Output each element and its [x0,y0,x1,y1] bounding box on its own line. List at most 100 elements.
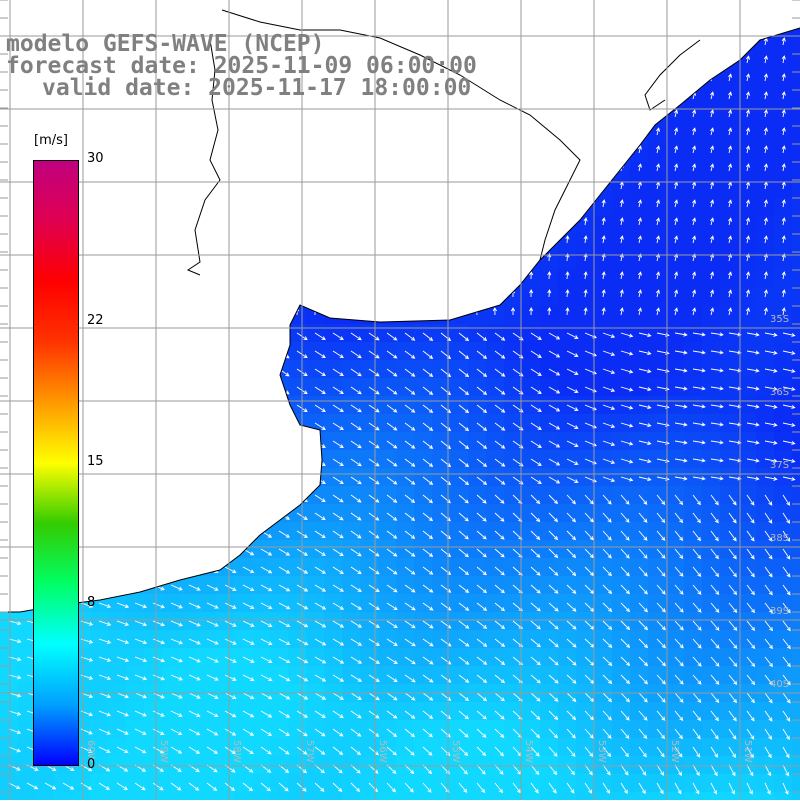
wind-arrow [224,710,237,718]
wind-arrow [692,350,706,355]
wind-arrow [620,620,631,631]
wind-arrow [728,91,733,100]
wind-arrow [746,782,753,795]
wind-arrow [566,332,579,339]
wind-arrow [638,782,646,795]
wind-arrow [530,548,541,558]
wind-arrow [98,656,112,662]
wind-arrow [494,458,506,467]
wind-arrow [674,620,684,631]
wind-arrow [494,782,503,794]
wind-arrow [655,271,661,280]
wind-arrow [494,566,505,576]
wind-arrow [386,530,398,539]
wind-arrow [188,746,201,754]
wind-arrow [692,620,702,631]
wind-cell [792,288,800,306]
wind-arrow [476,692,488,702]
wind-cell [792,306,800,324]
wind-cell [792,342,800,360]
wind-arrow [710,566,720,578]
wind-arrow [602,764,611,776]
wind-arrow [655,163,661,172]
wind-arrow [350,710,362,719]
wind-arrow [494,638,506,647]
wind-arrow [278,728,290,736]
wind-arrow [368,746,379,756]
wind-arrow [566,458,579,465]
wind-arrow [746,620,756,632]
wind-cell [792,468,800,486]
wind-arrow [602,710,612,721]
wind-arrow [674,109,679,118]
wind-arrow [638,638,649,649]
wind-arrow [782,674,791,686]
wind-arrow [782,458,796,463]
wind-arrow [98,602,112,608]
wind-cell [486,792,504,804]
wind-arrow [404,332,416,341]
wind-arrow [674,217,679,226]
wind-arrow [492,307,497,316]
wind-arrow [745,145,751,154]
wind-arrow [728,145,733,154]
wind-arrow [278,692,291,700]
wind-cell [702,792,720,804]
wind-arrow [8,710,22,716]
wind-arrow [710,386,724,391]
wind-arrow [170,746,183,754]
wind-cell [792,648,800,666]
wind-arrow [620,494,630,505]
wind-arrow [746,458,760,463]
wind-arrow [655,307,661,316]
wind-arrow [170,656,183,663]
wind-arrow [242,638,255,645]
wind-arrow [548,332,561,340]
wind-arrow [476,674,488,683]
wind-arrow [529,271,534,280]
wind-arrow [638,332,652,338]
wind-cell [738,792,756,804]
wind-arrow [638,386,652,392]
wind-cell [792,144,800,162]
wind-cell [288,792,306,804]
wind-arrow [152,620,166,627]
wind-arrow [566,692,577,702]
wind-arrow [404,728,416,738]
wind-arrow [782,404,796,409]
wind-arrow [206,656,219,663]
longitude-label: 58W [231,740,242,763]
wind-arrow [620,566,630,577]
wind-arrow [422,566,434,575]
wind-arrow [710,782,718,795]
wind-arrow [350,728,362,737]
wind-arrow [494,332,506,341]
wind-arrow [781,145,786,154]
wind-arrow [728,476,742,481]
wind-arrow [422,692,434,701]
wind-arrow [242,602,255,609]
wind-arrow [764,332,778,337]
wind-arrow [566,404,579,411]
wind-cell [522,792,540,804]
wind-arrow [602,458,616,464]
wind-arrow [745,199,751,208]
wind-arrow [386,548,398,557]
wind-arrow [638,350,652,356]
wind-arrow [746,692,755,704]
wind-arrow [314,620,327,628]
wind-arrow [476,584,488,594]
wind-arrow [637,271,642,280]
wind-arrow [638,692,648,703]
wind-arrow [674,656,684,667]
wind-arrow [637,217,642,226]
wind-arrow [350,620,363,628]
wind-arrow [134,620,148,627]
wind-arrow [656,746,665,758]
wind-arrow [404,782,414,793]
wind-arrow [710,404,724,409]
wind-arrow [710,728,719,740]
wind-arrow [781,217,786,226]
wind-arrow [404,350,416,359]
